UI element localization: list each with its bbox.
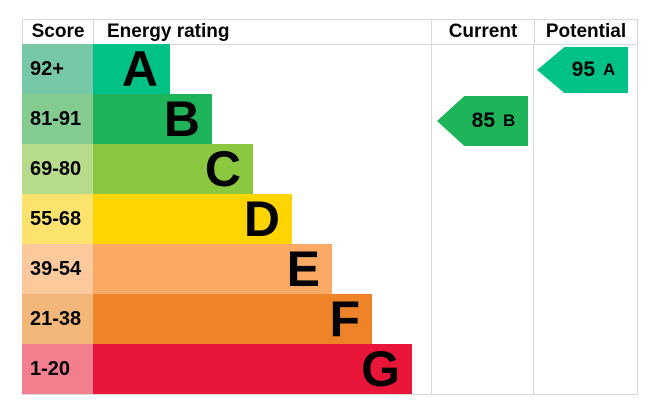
band-bar: F [93, 294, 372, 344]
column-header-potential: Potential [534, 20, 638, 44]
band-letter: E [286, 241, 320, 297]
band-letter: F [329, 291, 360, 347]
band-bar: D [93, 194, 292, 244]
potential-band-letter: A [603, 60, 616, 79]
band-score-range: 39-54 [22, 244, 93, 294]
band-letter: D [243, 191, 280, 247]
band-score-range: 21-38 [22, 294, 93, 344]
band-letter: A [121, 41, 158, 97]
column-header-current: Current [431, 20, 534, 44]
band-bar: A [93, 44, 170, 94]
band-letter: C [204, 141, 241, 197]
band-row-a: 92+ A [22, 44, 638, 94]
band-score-range: 55-68 [22, 194, 93, 244]
chart-header-row: Score Energy rating Current Potential [22, 19, 638, 45]
band-row-b: 81-91 B [22, 94, 638, 144]
band-row-d: 55-68 D [22, 194, 638, 244]
band-rows: 92+ A 81-91 B 69-80 C 55-68 D 39-54 E 21… [22, 44, 638, 394]
column-header-score: Score [22, 20, 93, 44]
band-bar: G [93, 344, 412, 394]
potential-rating-arrow: 95 A [537, 47, 628, 93]
band-bar: B [93, 94, 212, 144]
column-divider [431, 45, 432, 394]
column-divider [637, 45, 638, 394]
current-score-value: 85 [471, 109, 496, 132]
band-score-range: 92+ [22, 44, 93, 94]
band-row-g: 1-20 G [22, 344, 638, 394]
band-bar: E [93, 244, 332, 294]
band-row-c: 69-80 C [22, 144, 638, 194]
band-score-range: 81-91 [22, 94, 93, 144]
current-band-letter: B [503, 111, 516, 130]
column-header-energy-rating: Energy rating [93, 20, 431, 44]
band-row-e: 39-54 E [22, 244, 638, 294]
band-score-range: 1-20 [22, 344, 93, 394]
band-row-f: 21-38 F [22, 294, 638, 344]
table-bottom-border [22, 394, 638, 395]
band-bar: C [93, 144, 253, 194]
potential-score-value: 95 [571, 58, 596, 81]
column-divider [533, 45, 534, 394]
band-letter: B [163, 91, 200, 147]
band-letter: G [361, 341, 400, 397]
band-score-range: 69-80 [22, 144, 93, 194]
